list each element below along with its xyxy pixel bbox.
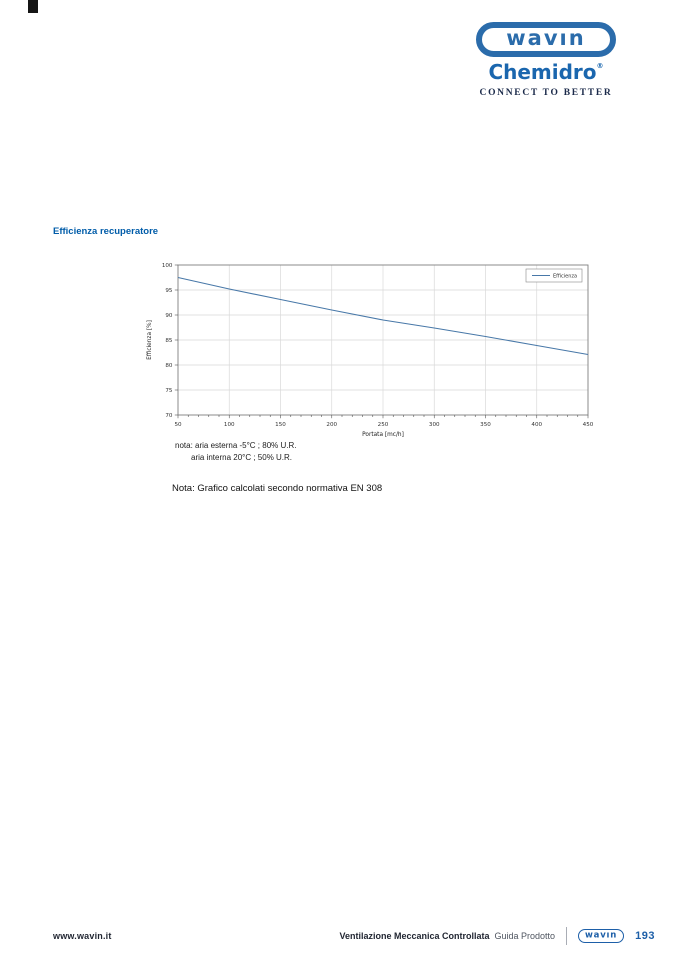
standard-note: Nota: Grafico calcolati secondo normativ… [172,483,383,494]
footer-wavin-logo-text: wavın [585,930,618,941]
y-tick-label: 85 [165,338,173,344]
x-tick-label: 400 [531,422,542,428]
x-tick-label: 200 [326,422,337,428]
y-tick-label: 90 [165,313,173,319]
efficiency-chart-svg: 50 100 150 200 250 300 350 400 450 70 75 80 85 90 95 10… [147,263,594,438]
x-tick-label: 300 [429,422,440,428]
legend-label: Efficienza [553,274,577,280]
print-registration-mark [28,0,38,13]
chemidro-logo-text: Chemidro [488,60,597,84]
brand-block: wavın Chemidro® CONNECT TO BETTER [474,22,618,98]
footer-doc-title: Ventilazione Meccanica Controllata [339,931,490,941]
footer-website: www.wavin.it [53,931,112,941]
note-line-1: nota: aria esterna -5°C ; 80% U.R. [175,441,297,450]
y-tick-label: 75 [165,388,173,394]
x-tick-label: 50 [174,422,182,428]
y-tick-label: 100 [162,263,173,269]
wavin-logo-text: wavın [506,26,586,50]
x-axis-label: Portata [mc/h] [362,432,404,438]
x-tick-label: 450 [583,422,594,428]
section-heading: Efficienza recuperatore [53,226,159,237]
note-line-2: aria interna 20°C ; 50% U.R. [191,453,293,462]
x-tick-label: 150 [275,422,286,428]
brand-tagline: CONNECT TO BETTER [479,88,613,98]
chart-conditions-note: nota: aria esterna -5°C ; 80% U.R. aria … [175,440,296,464]
y-tick-label: 80 [165,363,173,369]
footer-doc-subtitle: Guida Prodotto [494,931,556,941]
y-tick-label: 95 [165,288,173,294]
page-footer: www.wavin.it Ventilazione Meccanica Cont… [53,927,655,945]
x-tick-label: 250 [378,422,389,428]
legend-box [525,268,583,283]
y-tick-label: 70 [165,413,173,419]
efficiency-chart: 50 100 150 200 250 300 350 400 450 70 75 80 85 90 95 10… [133,256,603,442]
efficiency-line [177,276,589,356]
footer-divider [566,927,568,945]
x-tick-label: 100 [224,422,235,428]
footer-wavin-logo: wavın [578,929,625,943]
footer-page-number: 193 [635,930,655,942]
y-axis-label: Efficienza [%] [147,320,153,360]
x-tick-label: 350 [480,422,491,428]
footer-right-block: Ventilazione Meccanica Controllata Guida… [339,927,655,945]
registered-trademark-icon: ® [596,62,604,70]
chemidro-logo: Chemidro® [474,62,618,82]
wavin-logo: wavın [476,22,616,57]
